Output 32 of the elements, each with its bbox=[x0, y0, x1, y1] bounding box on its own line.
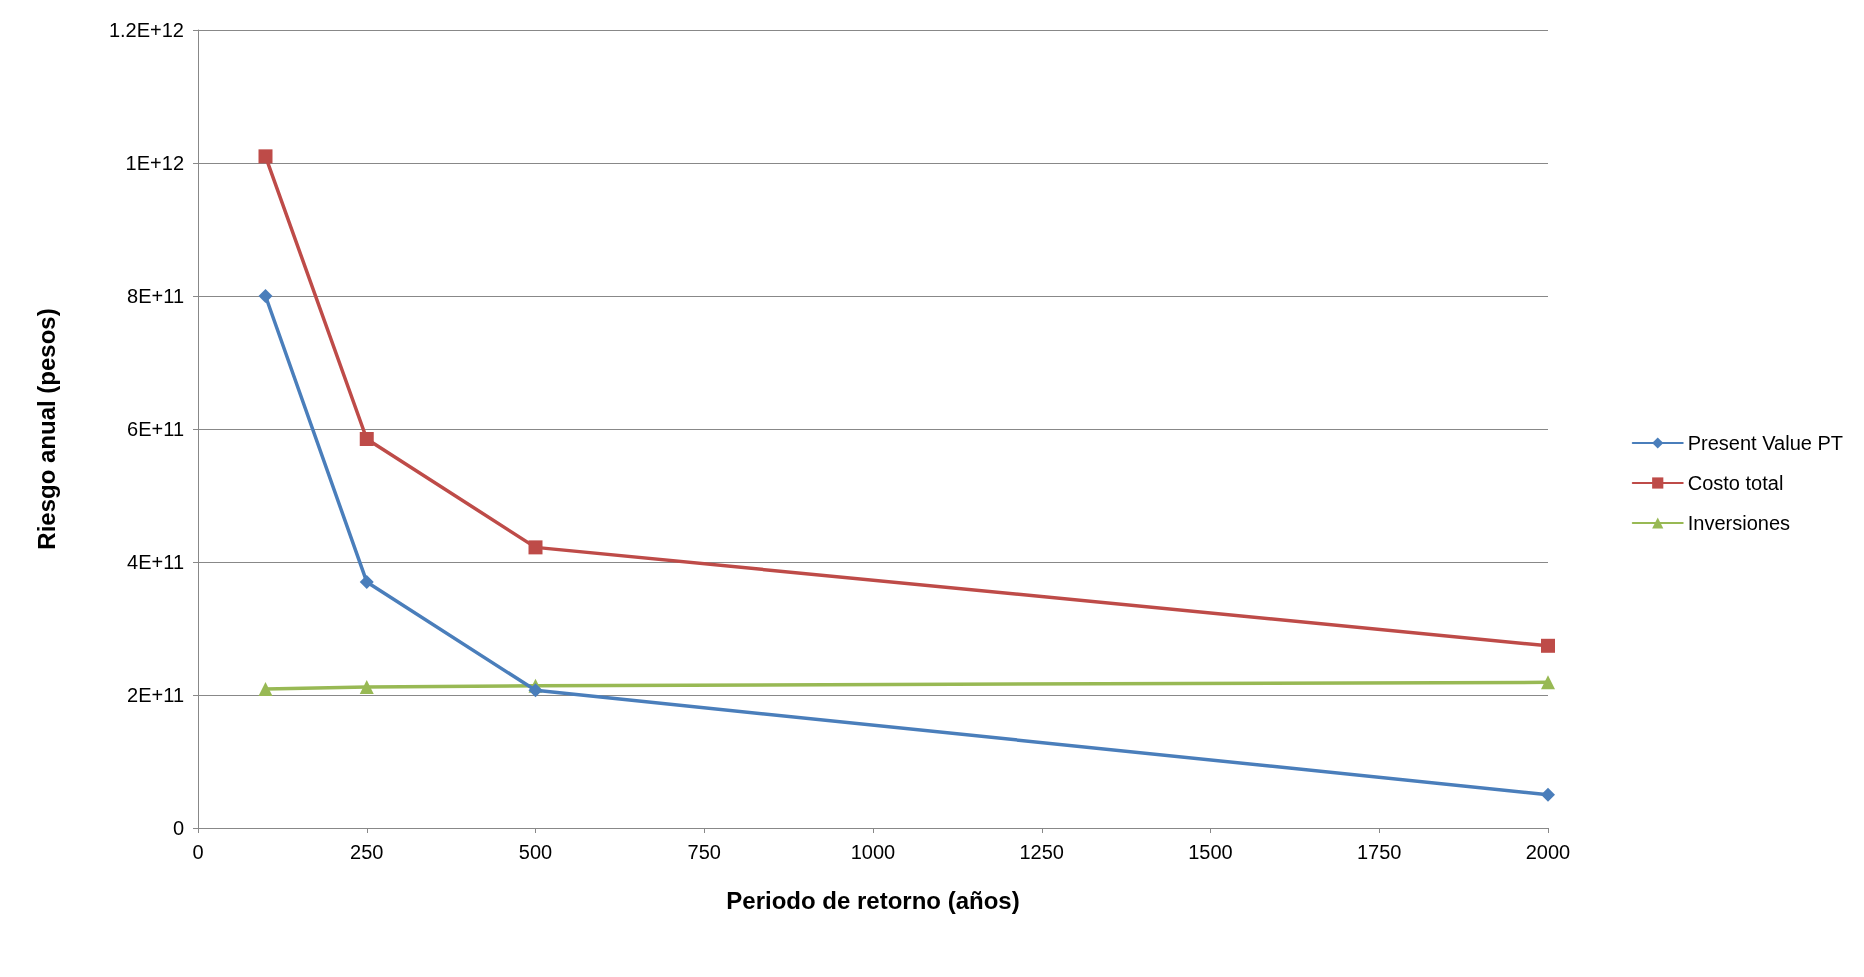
legend-label: Present Value PT bbox=[1687, 432, 1843, 454]
x-tick-label: 0 bbox=[192, 841, 204, 863]
legend-label: Costo total bbox=[1687, 472, 1784, 494]
point bbox=[258, 682, 273, 697]
y-tick-label: 6E+11 bbox=[127, 418, 184, 440]
y-tick-label: 4E+11 bbox=[127, 551, 184, 573]
x-tick-label: 1750 bbox=[1357, 841, 1402, 863]
x-tick-label: 250 bbox=[350, 841, 384, 863]
point bbox=[359, 574, 374, 589]
point bbox=[1541, 787, 1555, 802]
y-axis-title: Riesgo anual (pesos) bbox=[32, 308, 60, 550]
point bbox=[258, 289, 273, 303]
x-tick-label: 500 bbox=[518, 841, 553, 863]
y-tick-label: 8E+11 bbox=[127, 285, 184, 307]
x-tick-label: 1000 bbox=[850, 841, 896, 863]
y-tick-label: 2E+11 bbox=[127, 684, 184, 706]
y-tick-label: 0 bbox=[172, 817, 184, 839]
point bbox=[359, 680, 374, 695]
x-tick-label: 2000 bbox=[1525, 841, 1571, 863]
x-tick-label: 750 bbox=[687, 841, 721, 863]
point bbox=[359, 431, 374, 446]
y-tick-label: 1.2E+12 bbox=[108, 19, 184, 41]
x-tick-label: 1250 bbox=[1019, 841, 1064, 863]
legend-label: Inversiones bbox=[1687, 512, 1791, 534]
point bbox=[1541, 638, 1555, 653]
y-tick-label: 1E+12 bbox=[125, 152, 184, 174]
point bbox=[1541, 675, 1555, 690]
point bbox=[528, 683, 543, 698]
x-tick-label: 1500 bbox=[1188, 841, 1233, 863]
x-axis-title: Periodo de retorno (años) bbox=[726, 886, 1020, 914]
point bbox=[528, 540, 543, 555]
point bbox=[258, 149, 273, 164]
